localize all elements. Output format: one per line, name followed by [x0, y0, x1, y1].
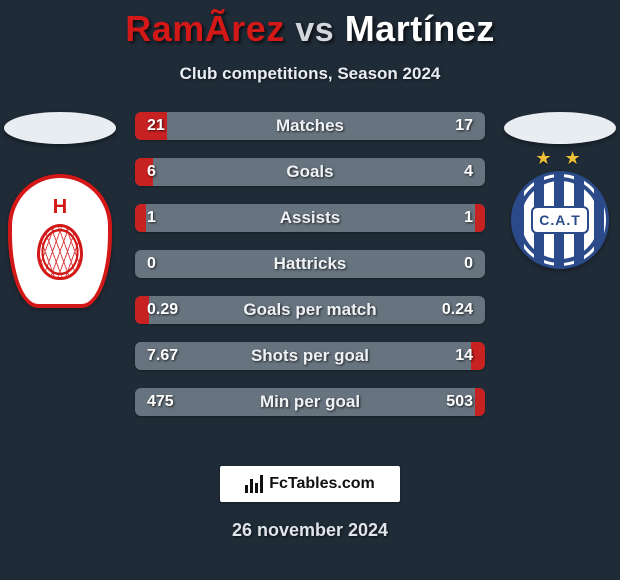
stat-row: 0 0 Hattricks: [135, 250, 485, 278]
club1-crest: [8, 174, 112, 308]
stat-row: 1 1 Assists: [135, 204, 485, 232]
stat-label: Hattricks: [274, 254, 347, 274]
balloon-net-icon: [40, 227, 80, 277]
stat-left-value: 21: [147, 117, 165, 135]
stat-fill-left: [135, 204, 146, 232]
stat-label: Goals: [286, 162, 333, 182]
stat-left-value: 0: [147, 255, 156, 273]
stat-row: 6 4 Goals: [135, 158, 485, 186]
stars-icon: ★ ★: [535, 148, 584, 169]
comparison-date: 26 november 2024: [0, 520, 620, 541]
stat-right-value: 1: [464, 209, 473, 227]
comparison-title: RamÃ­rez vs Martínez: [0, 0, 620, 50]
stat-right-value: 14: [455, 347, 473, 365]
stat-row: 7.67 14 Shots per goal: [135, 342, 485, 370]
branding-text: FcTables.com: [269, 475, 375, 493]
stat-fill-right: [471, 342, 485, 370]
stat-label: Assists: [280, 208, 340, 228]
stat-right-value: 0: [464, 255, 473, 273]
balloon-icon: [37, 224, 83, 280]
talleres-crest-text: C.A.T: [531, 206, 589, 234]
player2-side: ★ ★ C.A.T: [500, 112, 620, 269]
bars-icon: [245, 475, 263, 493]
talleres-crest-icon: C.A.T: [511, 171, 609, 269]
huracan-crest-icon: [8, 174, 112, 308]
stat-right-value: 0.24: [442, 301, 473, 319]
stat-left-value: 6: [147, 163, 156, 181]
stat-row: 0.29 0.24 Goals per match: [135, 296, 485, 324]
vs-separator: vs: [295, 11, 334, 49]
stat-fill-right: [475, 388, 486, 416]
stat-row: 475 503 Min per goal: [135, 388, 485, 416]
player2-name: Martínez: [345, 8, 495, 49]
stat-left-value: 475: [147, 393, 174, 411]
season-subtitle: Club competitions, Season 2024: [0, 64, 620, 84]
branding-logo: FcTables.com: [220, 466, 400, 502]
stat-label: Goals per match: [243, 300, 376, 320]
player1-name: RamÃ­rez: [125, 8, 285, 49]
stat-right-value: 17: [455, 117, 473, 135]
stat-left-value: 1: [147, 209, 156, 227]
stat-left-value: 7.67: [147, 347, 178, 365]
stat-right-value: 4: [464, 163, 473, 181]
comparison-content: ★ ★ C.A.T 21 17 Matches 6 4 Goals 1 1 Assists 0 0 H…: [0, 112, 620, 442]
stat-fill-right: [475, 204, 486, 232]
player1-photo-placeholder: [4, 112, 116, 144]
stat-label: Min per goal: [260, 392, 360, 412]
stat-label: Shots per goal: [251, 346, 369, 366]
stat-left-value: 0.29: [147, 301, 178, 319]
club2-crest: ★ ★ C.A.T: [511, 148, 609, 269]
player2-photo-placeholder: [504, 112, 616, 144]
stat-label: Matches: [276, 116, 344, 136]
stat-rows: 21 17 Matches 6 4 Goals 1 1 Assists 0 0 Hattricks 0.…: [135, 112, 485, 416]
stat-right-value: 503: [446, 393, 473, 411]
stat-row: 21 17 Matches: [135, 112, 485, 140]
player1-side: [0, 112, 120, 308]
